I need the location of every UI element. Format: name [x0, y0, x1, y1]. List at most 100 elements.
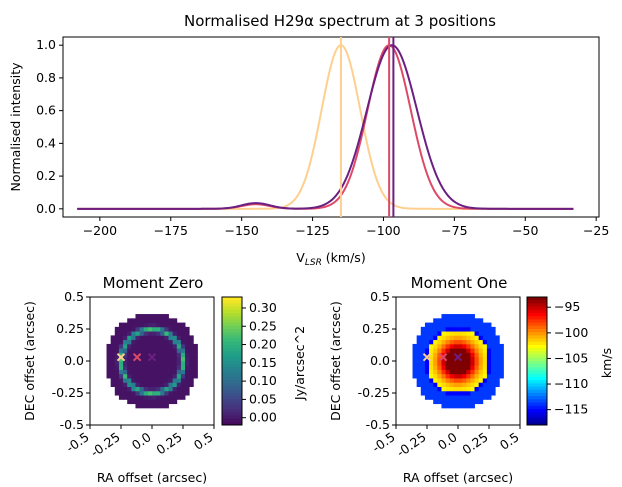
map-pixel: [462, 348, 467, 353]
map-pixel: [458, 361, 463, 366]
map-pixel: [466, 390, 471, 396]
map-pixel: [118, 326, 124, 332]
spectrum-series-2: [77, 44, 574, 210]
map-pixel: [470, 335, 475, 341]
map-pixel: [172, 373, 178, 379]
map-pixel: [193, 348, 198, 353]
map-pixel: [453, 331, 459, 336]
map-pixel: [449, 331, 455, 336]
map-pixel: [160, 399, 165, 405]
map-pixel: [416, 365, 422, 370]
map-pixel: [453, 343, 459, 349]
map-pixel: [147, 386, 153, 392]
colorbar-segment: [527, 418, 547, 423]
map-pixel: [123, 365, 128, 370]
map-pixel: [156, 373, 161, 379]
map-pixel: [466, 326, 471, 332]
spectrum-ylabel: Normalised intensity: [8, 62, 23, 192]
map-pixel: [412, 356, 418, 362]
map-pixel: [176, 352, 182, 358]
spectrum-xtick-label-3: −125: [295, 223, 329, 238]
map-pixel: [135, 390, 140, 396]
map-pixel: [168, 378, 174, 383]
map-pixel: [470, 356, 475, 362]
map-pixel: [445, 343, 451, 349]
map-pixel: [478, 373, 484, 379]
map-pixel: [193, 352, 198, 358]
map-xtick-label-2: 0.0: [129, 429, 154, 453]
colorbar-segment: [222, 341, 242, 346]
map-pixel: [118, 343, 124, 349]
map-pixel: [462, 318, 467, 323]
map-pixel: [156, 343, 161, 349]
map-pixel: [143, 382, 149, 387]
map-pixel: [416, 373, 422, 379]
map-pixel: [135, 386, 140, 392]
map-pixel: [420, 390, 426, 396]
map-pixel: [453, 378, 459, 383]
colorbar-segment: [222, 306, 242, 311]
map-pixel: [193, 361, 198, 366]
map-pixel: [143, 318, 149, 323]
map-pixel: [412, 361, 418, 366]
map-pixel: [176, 322, 182, 328]
map-pixel: [168, 326, 174, 332]
map-pixel: [441, 318, 446, 323]
map-pixel: [453, 318, 459, 323]
spectrum-ytick-label-3: 0.6: [36, 103, 56, 118]
colorbar-tick-label-6: 0.00: [249, 410, 277, 425]
map-pixel: [164, 343, 169, 349]
map-pixel: [462, 378, 467, 383]
map-pixel: [160, 348, 165, 353]
map-pixel: [424, 356, 430, 362]
map-pixel: [429, 390, 434, 396]
map-pixel: [453, 361, 459, 366]
map-pixel: [127, 356, 132, 362]
map-pixel: [127, 373, 132, 379]
map-pixel: [466, 352, 471, 358]
map-pixel: [478, 361, 484, 366]
map-pixel: [466, 361, 471, 366]
map-pixel: [193, 369, 198, 375]
map-pixel: [437, 365, 442, 370]
map-pixel: [491, 369, 496, 375]
map-pixel: [139, 322, 145, 328]
map-pixel: [429, 386, 434, 392]
map-pixel: [433, 386, 438, 392]
map-pixel: [449, 386, 455, 392]
map-pixel: [131, 326, 136, 332]
map-pixel: [106, 356, 112, 362]
map-pixel: [416, 343, 422, 349]
map-pixel: [131, 348, 136, 353]
moment-zero-panel: Moment Zero -0.5-0.25 0.0 0.25 0.5-0.5-0.25…: [22, 274, 307, 485]
spectrum-xlabel: VLSR (km/s): [296, 250, 365, 268]
map-pixel: [482, 361, 488, 366]
spectrum-axes-frame: [62, 36, 600, 218]
map-pixel: [143, 399, 149, 405]
colorbar-segment: [222, 297, 242, 301]
map-pixel: [429, 335, 434, 341]
map-pixel: [424, 335, 430, 341]
map-pixel: [424, 339, 430, 345]
map-pixel: [127, 348, 132, 353]
colorbar-segment: [222, 351, 242, 356]
map-pixel: [441, 378, 446, 383]
colorbar-segment: [222, 415, 242, 420]
map-pixel: [433, 335, 438, 341]
map-pixel: [135, 361, 140, 366]
map-pixel: [499, 369, 504, 375]
map-pixel: [482, 373, 488, 379]
map-pixel: [156, 403, 161, 409]
map-pixel: [156, 361, 161, 366]
map-pixel: [470, 318, 475, 323]
map-pixel: [160, 390, 165, 396]
colorbar-segment: [527, 303, 547, 308]
map-pixel: [131, 395, 136, 400]
map-pixel: [445, 352, 451, 358]
map-pixel: [164, 399, 169, 405]
map-pixel: [123, 395, 128, 400]
map-pixel: [152, 382, 157, 387]
map-pixel: [466, 399, 471, 405]
map-pixel: [470, 348, 475, 353]
map-pixel: [143, 365, 149, 370]
